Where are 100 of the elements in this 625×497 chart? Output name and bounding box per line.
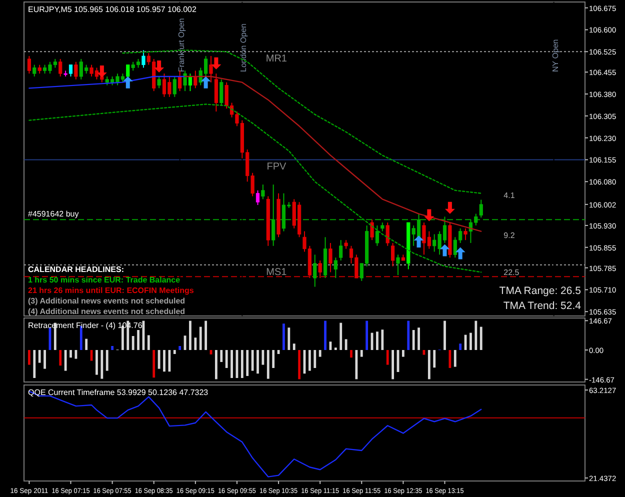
candlestick <box>214 73 218 112</box>
bar <box>168 350 171 372</box>
bar <box>106 350 108 371</box>
bar <box>178 346 182 350</box>
candlestick <box>464 228 468 241</box>
candlestick <box>194 70 198 89</box>
annotation: CALENDAR HEADLINES: <box>28 265 124 274</box>
bar <box>282 324 285 350</box>
bar <box>111 346 114 350</box>
candlestick <box>370 219 374 241</box>
bar <box>360 350 363 357</box>
bar <box>324 320 326 350</box>
ref-line-label: MR1 <box>266 54 288 65</box>
bar <box>392 350 394 380</box>
candlestick <box>313 254 317 288</box>
annotation: (4) Additional news events not scheduled <box>28 307 186 316</box>
candlestick <box>178 70 182 92</box>
bar <box>366 320 368 350</box>
bar <box>376 332 378 350</box>
bar <box>96 350 98 375</box>
bar <box>28 350 30 365</box>
bar <box>318 350 322 357</box>
bar <box>100 350 104 379</box>
bar <box>262 350 264 365</box>
bar <box>444 320 446 350</box>
bar <box>230 350 233 378</box>
bar <box>256 350 259 374</box>
candlestick <box>375 224 380 246</box>
chart-title: EURJPY,M5 105.965 106.018 105.957 106.002 <box>28 5 197 14</box>
candlestick <box>220 78 224 106</box>
ref-line-label: FPV <box>266 162 286 173</box>
annotation: 1 hrs 50 mins since EUR: Trade Balance <box>28 276 181 284</box>
bar <box>44 350 46 369</box>
bar <box>137 330 140 350</box>
bar <box>480 326 482 350</box>
bar <box>298 350 301 380</box>
bar <box>158 350 160 369</box>
bar <box>474 320 478 350</box>
point <box>440 244 450 256</box>
annotation: TMA Range: 26.5 <box>499 285 582 297</box>
bar <box>308 350 311 371</box>
bar <box>194 338 197 350</box>
bar <box>292 344 296 350</box>
bar <box>220 350 223 362</box>
bar <box>163 350 166 372</box>
annotation: 9.2 <box>504 231 516 240</box>
candlestick <box>209 56 213 83</box>
annotation: (3) Additional news events not scheduled <box>28 296 186 306</box>
bar <box>59 350 62 366</box>
bar <box>344 339 348 350</box>
bar <box>314 350 316 368</box>
bar <box>428 350 430 380</box>
candlestick <box>339 240 343 261</box>
bar <box>272 350 275 368</box>
bar <box>381 330 384 350</box>
bar <box>266 350 270 379</box>
bar <box>189 320 192 350</box>
bar <box>225 350 228 368</box>
candlestick <box>261 184 265 200</box>
point <box>455 247 466 260</box>
annotation: 21 hrs 26 mins until EUR: ECOFIN Meetings <box>28 286 194 295</box>
bar <box>386 350 389 365</box>
annotation: 4.1 <box>504 191 516 200</box>
bar <box>240 350 244 378</box>
point <box>96 66 107 78</box>
bar <box>448 350 452 368</box>
annotation: 22.5 <box>504 268 520 277</box>
bar <box>288 328 290 350</box>
candlestick <box>157 76 161 89</box>
bar <box>199 326 202 350</box>
candlestick <box>386 222 390 246</box>
candlestick <box>74 61 78 80</box>
ref-line-label: London Open <box>239 24 248 72</box>
bar <box>173 350 176 354</box>
candlestick <box>272 184 276 246</box>
candlestick <box>334 257 338 279</box>
line-series <box>28 390 482 478</box>
bar <box>350 350 352 358</box>
bar <box>340 322 342 350</box>
point <box>414 236 424 248</box>
bar <box>454 350 456 367</box>
candlestick <box>142 50 146 68</box>
bar <box>459 344 462 350</box>
bar <box>402 350 404 357</box>
candlestick <box>479 199 483 218</box>
candlestick <box>396 254 400 276</box>
chart-title: QQE Current Timeframe 53.9929 50.1236 47.7323 <box>28 388 209 397</box>
candlestick <box>318 260 322 279</box>
candlestick <box>256 190 260 206</box>
candlestick <box>68 64 73 77</box>
bar <box>64 350 67 371</box>
bar <box>470 332 472 350</box>
bar <box>204 320 208 350</box>
point <box>122 76 133 88</box>
candlestick <box>126 64 130 80</box>
bar <box>33 350 36 378</box>
ref-line-label: #4591642 buy <box>28 210 79 219</box>
bar <box>412 330 415 350</box>
annotation: TMA Trend: 52.4 <box>503 300 582 312</box>
bar <box>418 328 420 350</box>
